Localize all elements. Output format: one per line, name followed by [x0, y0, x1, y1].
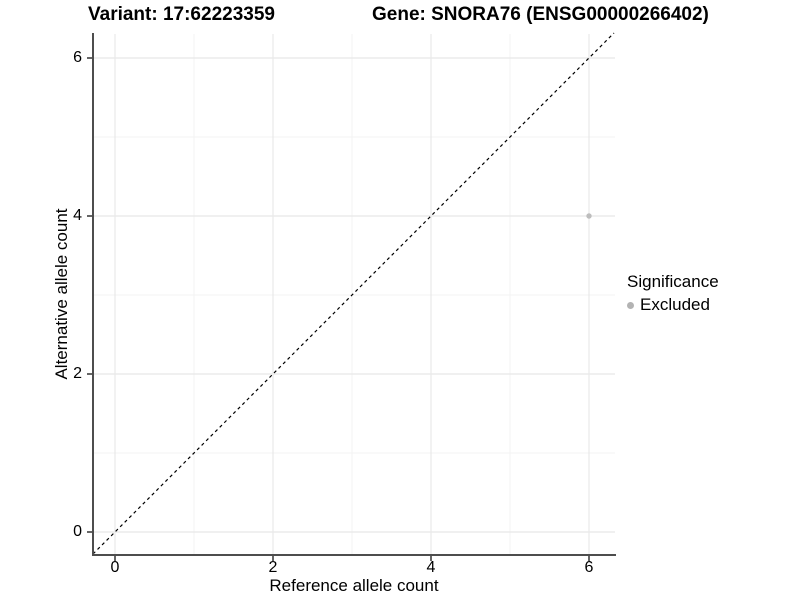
x-tick-label-0: 0	[110, 559, 120, 576]
plot-title-variant: Variant: 17:62223359	[88, 4, 275, 25]
data-point	[586, 213, 592, 219]
points-layer	[586, 213, 592, 219]
y-axis-title: Alternative allele count	[52, 208, 71, 380]
x-tick-label-6: 6	[584, 559, 594, 576]
axis-lines	[92, 33, 616, 556]
grid-major	[93, 34, 615, 555]
legend-item-excluded: Excluded	[627, 295, 719, 315]
y-tick-label-6: 6	[73, 49, 82, 66]
legend-item-label: Excluded	[640, 295, 710, 314]
x-axis-title: Reference allele count	[269, 576, 439, 595]
identity-dashed-line	[92, 32, 615, 555]
x-tick-label-4: 4	[426, 559, 436, 576]
y-tick-label-0: 0	[73, 523, 82, 540]
legend-point-icon	[627, 301, 634, 309]
legend: Significance Excluded	[627, 272, 719, 315]
plot-title-gene: Gene: SNORA76 (ENSG00000266402)	[372, 4, 709, 25]
x-tick-label-2: 2	[268, 559, 278, 576]
grid-minor	[93, 34, 615, 555]
y-tick-label-4: 4	[73, 207, 82, 224]
legend-title: Significance	[627, 272, 719, 291]
y-tick-label-2: 2	[73, 365, 82, 382]
tick-marks	[87, 57, 590, 561]
